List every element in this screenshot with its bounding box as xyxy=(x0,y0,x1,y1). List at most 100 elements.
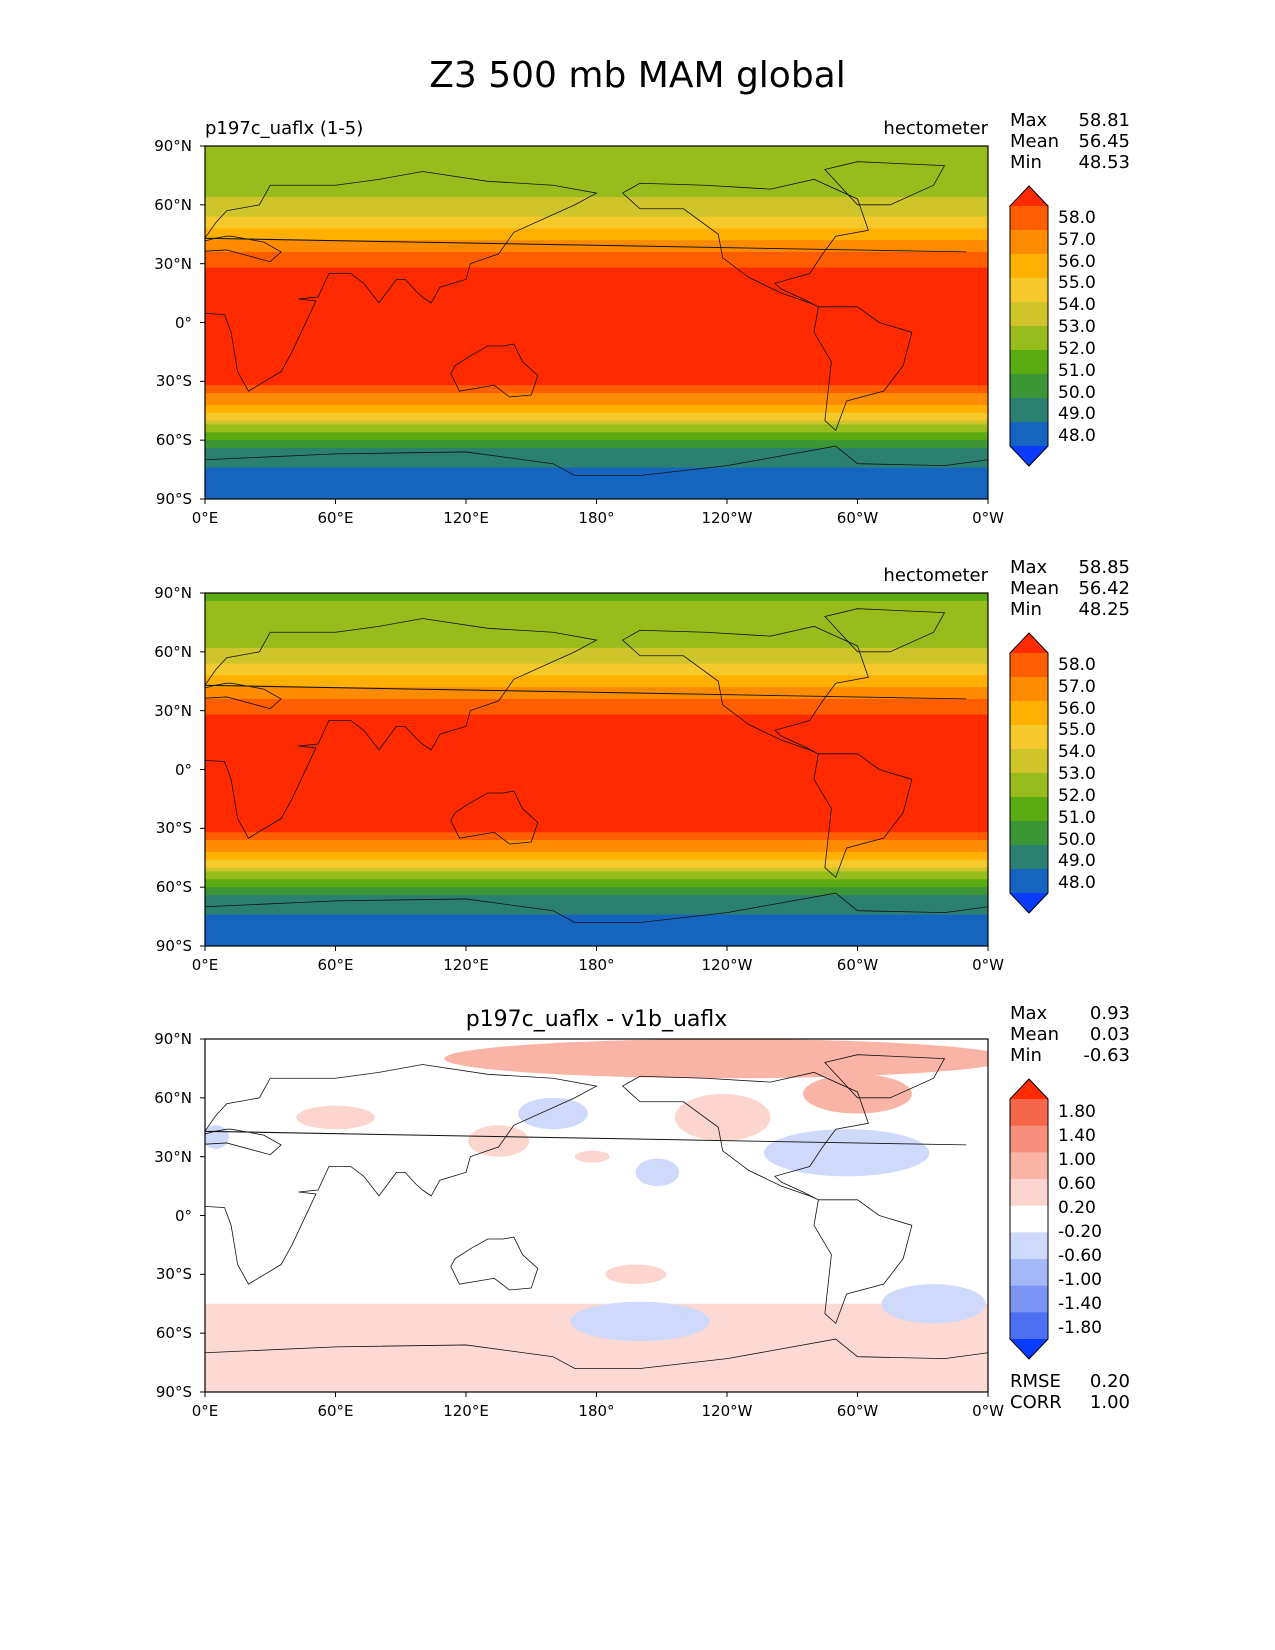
field-band xyxy=(205,938,988,943)
field-band xyxy=(205,400,988,406)
field-band xyxy=(205,789,988,794)
field-band xyxy=(205,275,988,280)
x-tick-label: 0°E xyxy=(191,1402,219,1420)
colorbar-segment xyxy=(1010,1152,1048,1180)
field-band xyxy=(205,463,988,469)
x-tick-label: 60°E xyxy=(317,1402,354,1420)
colorbar-segment xyxy=(1010,326,1048,351)
coastline xyxy=(450,343,539,398)
anomaly-blob xyxy=(605,1264,667,1285)
coastline xyxy=(813,753,913,879)
x-tick-label: 0°W xyxy=(972,956,1004,974)
stat-label-min: Min xyxy=(1010,599,1042,620)
colorbar xyxy=(1009,1078,1049,1360)
coastline xyxy=(824,1054,946,1099)
colorbar-segment xyxy=(1010,845,1048,870)
field-band xyxy=(205,687,988,692)
colorbar-tick-label: 50.0 xyxy=(1058,829,1096,850)
colorbar-tick-label: 54.0 xyxy=(1058,742,1096,763)
field-band xyxy=(205,467,988,473)
field-band xyxy=(205,283,988,288)
field-band xyxy=(205,196,988,202)
field-band xyxy=(205,397,988,402)
colorbar-outline xyxy=(1009,185,1049,467)
coastline xyxy=(205,618,967,839)
field-band xyxy=(205,232,988,237)
field-band xyxy=(205,675,988,680)
field-band xyxy=(205,800,988,806)
colorbar-tick-label: 1.80 xyxy=(1058,1102,1096,1123)
field-band xyxy=(205,898,988,904)
y-tick-label: 90°S xyxy=(155,1383,192,1401)
field-band xyxy=(205,659,988,665)
field-band xyxy=(205,871,988,876)
field-band xyxy=(205,200,988,206)
x-tick-label: 60°E xyxy=(317,956,354,974)
field-band xyxy=(205,314,988,320)
anomaly-blob xyxy=(635,1158,680,1187)
field-band xyxy=(205,781,988,786)
field-band xyxy=(205,902,988,908)
colorbar-tick-label: 52.0 xyxy=(1058,338,1096,359)
field-band xyxy=(205,663,988,669)
anomaly-blob xyxy=(468,1125,530,1157)
colorbar-tick-label: 55.0 xyxy=(1058,273,1096,294)
field-band xyxy=(205,738,988,743)
colorbar-tick-label: 54.0 xyxy=(1058,295,1096,316)
stat-value-mean: 56.42 xyxy=(1078,578,1130,599)
colorbar-tick-label: 51.0 xyxy=(1058,360,1096,381)
colorbar-segment xyxy=(1010,797,1048,822)
field-band xyxy=(205,165,988,171)
anomaly-blob xyxy=(518,1097,588,1130)
field-band xyxy=(205,318,988,324)
panel-left-title: p197c_uaflx (1-5) xyxy=(205,118,364,139)
colorbar-tick-label: 57.0 xyxy=(1058,676,1096,697)
stat-value-rmse: 0.20 xyxy=(1089,1371,1130,1392)
field-band xyxy=(205,495,988,499)
field-band xyxy=(205,702,988,708)
field-band xyxy=(205,240,988,245)
colorbar-segment xyxy=(1010,869,1048,894)
field-band xyxy=(205,643,988,649)
coastline xyxy=(621,1071,869,1201)
coastline xyxy=(205,171,967,392)
field-band xyxy=(205,910,988,916)
stat-value-min: 48.25 xyxy=(1078,599,1130,620)
field-band xyxy=(205,177,988,182)
field-band xyxy=(205,844,988,849)
anomaly-blob xyxy=(574,1150,610,1163)
field-band xyxy=(205,412,988,418)
colorbar-tick-label: 1.40 xyxy=(1058,1126,1096,1147)
colorbar-segment xyxy=(1010,1099,1048,1127)
field-band xyxy=(205,479,988,484)
field-band xyxy=(205,836,988,841)
colorbar xyxy=(1009,632,1049,914)
colorbar-segment xyxy=(1010,653,1048,678)
field-band xyxy=(205,432,988,437)
field-band xyxy=(205,146,988,151)
colorbar-segment xyxy=(1010,1125,1048,1153)
field-band xyxy=(205,228,988,233)
field-band xyxy=(205,455,988,461)
colorbar-tick-label: 57.0 xyxy=(1058,229,1096,250)
field-band xyxy=(205,393,988,398)
colorbar-segment xyxy=(1010,1259,1048,1287)
field-band xyxy=(205,667,988,673)
field-band xyxy=(205,891,988,896)
field-band xyxy=(205,353,988,359)
colorbar-tick-label: 55.0 xyxy=(1058,720,1096,741)
field-band xyxy=(205,271,988,277)
colorbar-segment xyxy=(1010,350,1048,375)
field-band xyxy=(205,718,988,724)
colorbar-segment xyxy=(1010,230,1048,255)
field-band xyxy=(205,714,988,720)
field-band xyxy=(205,867,988,873)
colorbar-segment xyxy=(1010,773,1048,798)
stat-label-max: Max xyxy=(1010,1003,1048,1024)
field-band xyxy=(205,338,988,343)
y-tick-label: 60°N xyxy=(154,1088,192,1107)
colorbar-tick-label: 56.0 xyxy=(1058,698,1096,719)
field-band xyxy=(205,808,988,814)
field-band xyxy=(205,377,988,382)
